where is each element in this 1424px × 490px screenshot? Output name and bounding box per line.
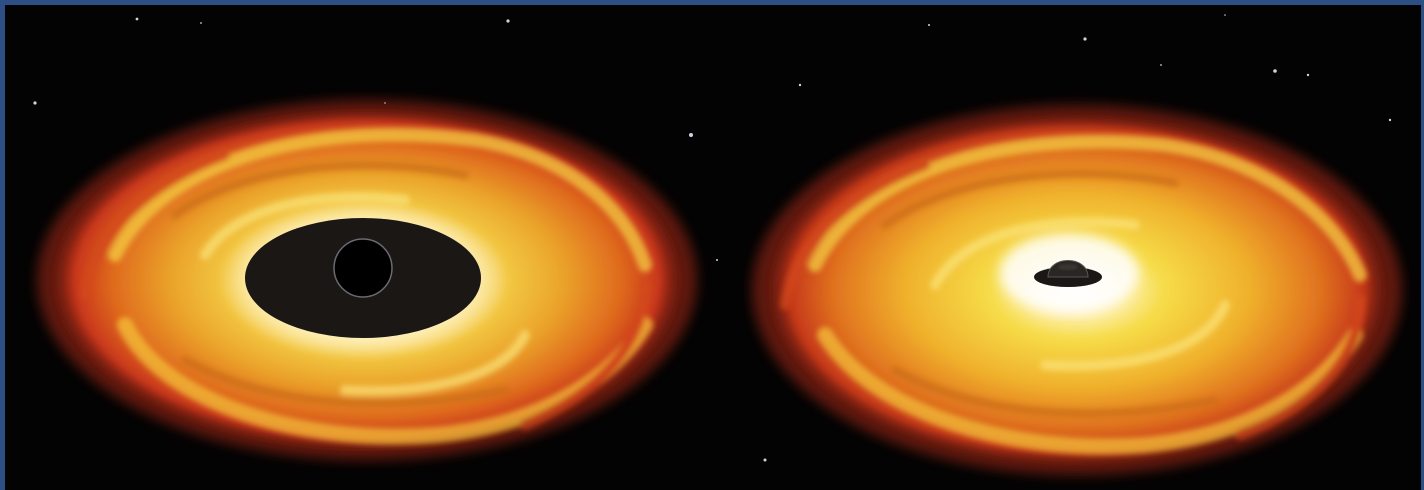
left-black-hole [333, 238, 393, 298]
accretion-illustration [33, 14, 1402, 475]
left-accretion-disk [37, 100, 697, 460]
right-black-hole [1034, 260, 1102, 287]
right-accretion-disk [752, 105, 1402, 475]
space-scene [5, 5, 1421, 490]
